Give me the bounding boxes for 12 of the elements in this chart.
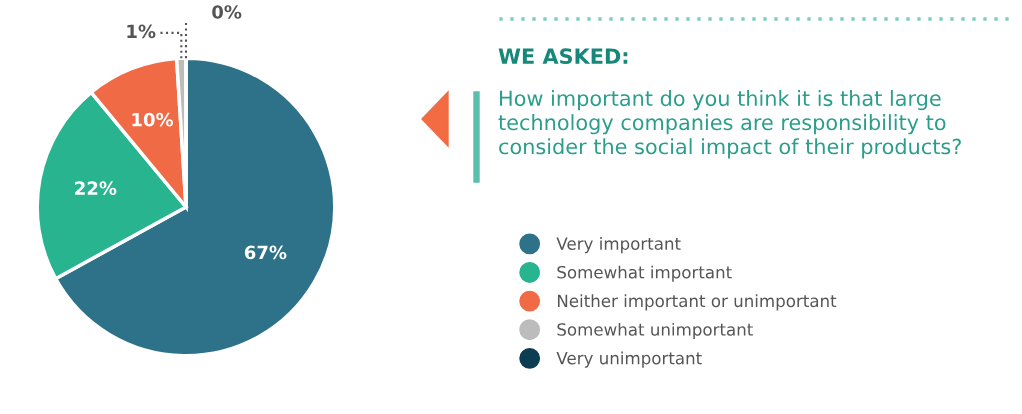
legend-label: Somewhat unimportant	[557, 322, 753, 340]
legend-label: Very important	[556, 237, 681, 254]
data-label: 22%	[75, 181, 117, 195]
data-label: 67%	[244, 245, 287, 260]
data-label: 1%	[127, 24, 156, 39]
data-label: 10%	[132, 112, 174, 127]
text: WE ASKED:	[498, 48, 628, 65]
text: How important do you think it is that large technology companies are responsibility to consider the social impact of their products?	[498, 90, 961, 159]
legend-label: Neither important or unimportant	[557, 294, 837, 311]
legend-label: Very unimportant	[556, 351, 702, 368]
text: 0%	[212, 5, 242, 19]
legend-label: Somewhat important	[557, 265, 732, 282]
